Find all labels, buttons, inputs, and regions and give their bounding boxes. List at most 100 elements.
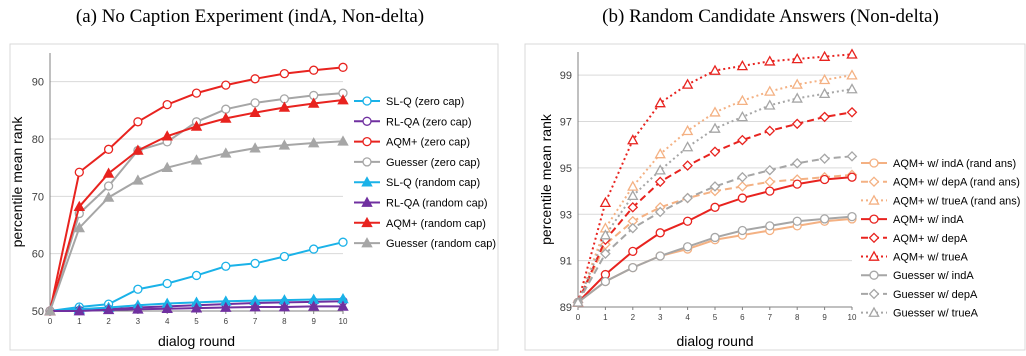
chart-a-series-aqm-zero-cap-point: [279, 68, 290, 79]
chart-b-series-aqm-w-truea-rand-ans-point: [791, 78, 803, 89]
chart-b-series-guesser-w-depa-point: [737, 171, 748, 183]
chart-b-series-aqm-w-truea-line: [577, 53, 853, 303]
chart-a-series-aqm-random-cap-point: [132, 144, 144, 155]
chart-a-series-sl-q-zero-cap-point: [279, 251, 290, 262]
chart-b-series-aqm-w-depa-point: [846, 106, 858, 118]
chart-b-series-guesser-w-depa-point: [682, 192, 693, 204]
chart-b-series-aqm-w-inda-point: [737, 193, 748, 203]
chart-b-series-aqm-w-depa-point: [819, 111, 830, 123]
chart-a-series-aqm-zero-cap-point: [191, 88, 202, 98]
chart-a-series-aqm-random-cap-point: [278, 101, 291, 112]
chart-b-y-tick-label: 95: [560, 163, 572, 175]
chart-a-series-sl-q-zero-cap-point: [162, 278, 172, 289]
chart-b-series-guesser-w-depa-legend-marker: [868, 288, 880, 300]
chart-a-series-guesser-random-cap-point: [132, 174, 144, 185]
chart-b-series-guesser-w-truea-point: [654, 164, 666, 175]
chart-b-series-aqm-w-depa-legend-marker: [868, 232, 880, 244]
chart-b-series-guesser-w-depa-point: [627, 222, 639, 234]
chart-a-x-axis-label: dialog round: [158, 333, 235, 349]
chart-b-series-guesser-w-truea-point: [627, 189, 639, 201]
chart-b-series-guesser-w-truea-point: [818, 87, 831, 99]
chart-b-series-guesser-w-inda-point: [628, 262, 638, 273]
chart-a-series-aqm-zero-cap-legend-label: AQM+ (zero cap): [386, 137, 470, 149]
chart-a-x-tick-label: 5: [194, 317, 199, 326]
chart-a-series-rl-qa-random-cap-point: [249, 301, 261, 312]
chart-b-series-guesser-w-truea-point: [736, 110, 749, 122]
chart-b-series-aqm-w-truea-point: [846, 48, 858, 59]
chart-b-series-guesser-w-depa-point: [764, 164, 776, 176]
chart-b-x-tick-label: 3: [658, 313, 663, 322]
chart-a-series-guesser-random-cap-point: [220, 147, 232, 158]
chart-b-series-guesser-w-inda-point: [792, 216, 802, 226]
chart-a-series-guesser-random-cap-point: [278, 139, 291, 150]
chart-b-x-tick-label: 0: [576, 313, 581, 322]
chart-a-y-axis-label: percentile mean rank: [9, 116, 25, 248]
chart-b-series-guesser-w-inda-point: [600, 276, 611, 287]
chart-a-x-tick-label: 8: [282, 317, 287, 326]
chart-b-series-aqm-w-inda-legend-label: AQM+ w/ indA: [893, 214, 964, 226]
chart-b-x-tick-label: 8: [795, 313, 800, 322]
chart-b-series-guesser-w-inda-point: [682, 242, 693, 252]
chart-a-series-sl-q-zero-cap-legend-label: SL-Q (zero cap): [386, 96, 464, 108]
chart-a-series-sl-q-zero-cap-point: [250, 258, 260, 269]
chart-b-series-guesser-w-inda-point: [710, 232, 720, 243]
chart-b-series-aqm-w-inda-legend-marker: [869, 214, 879, 224]
chart-b-series-aqm-w-truea-point: [599, 196, 612, 208]
chart-a-series-guesser-random-cap-point: [44, 305, 56, 316]
chart-b-series-aqm-w-truea-rand-ans-point: [654, 148, 666, 159]
chart-b-x-tick-label: 1: [603, 313, 608, 322]
chart-a-series-aqm-zero-cap-point: [103, 144, 114, 154]
chart-a-series-aqm-random-cap-point: [307, 97, 320, 108]
chart-a-series-rl-qa-random-cap-point: [220, 301, 232, 312]
chart-b-series-aqm-w-depa-point: [654, 176, 666, 188]
chart-b-series-aqm-w-inda-point: [682, 216, 693, 226]
chart-b-series-guesser-w-depa-legend-label: Guesser w/ depA: [893, 289, 978, 301]
chart-b-series-guesser-w-truea-point: [681, 141, 694, 152]
chart-a-series-guesser-zero-cap-legend-marker: [362, 157, 372, 167]
chart-b-series-aqm-w-inda-rand-ans-legend-label: AQM+ w/ indA (rand ans): [893, 158, 1016, 170]
chart-a-series-sl-q-zero-cap-point: [338, 237, 348, 247]
chart-b-series-guesser-w-depa-line: [577, 155, 853, 303]
chart-b-series-guesser-w-truea-legend-label: Guesser w/ trueA: [893, 308, 979, 320]
chart-b-frame: [524, 43, 1026, 351]
chart-a: (a) No Caption Experiment (indA, Non-del…: [0, 0, 500, 356]
chart-b-series-aqm-w-truea-rand-ans-point: [736, 94, 749, 106]
chart-b-series-aqm-w-inda-point: [819, 174, 830, 185]
chart-a-series-guesser-random-cap-legend-marker: [361, 237, 373, 248]
chart-b-x-tick-label: 10: [848, 313, 857, 322]
chart-a-series-sl-q-zero-cap-point: [191, 270, 202, 281]
chart-a-series-rl-qa-random-cap-point: [161, 302, 173, 314]
chart-b-x-tick-label: 5: [713, 313, 718, 322]
chart-a-series-rl-qa-random-cap-point: [307, 300, 320, 311]
chart-b-series-aqm-w-truea-point: [709, 64, 721, 75]
chart-b-series-aqm-w-depa-point: [627, 201, 639, 213]
chart-a-series-aqm-random-cap-point: [102, 167, 115, 178]
chart-a-series-aqm-random-cap-point: [249, 106, 261, 117]
chart-b-series-aqm-w-depa-point: [682, 160, 693, 171]
chart-b-series-aqm-w-truea-point: [818, 50, 831, 61]
chart-a-series-aqm-zero-cap-legend-marker: [362, 136, 372, 147]
chart-a-frame: [9, 43, 499, 351]
chart-b-series-aqm-w-depa-rand-ans-point: [764, 176, 776, 188]
chart-b-y-tick-label: 99: [560, 70, 572, 82]
chart-a-y-tick-label: 50: [32, 306, 44, 318]
chart-a-series-guesser-random-cap-point: [161, 161, 173, 172]
chart-a-series-aqm-random-cap-legend-label: AQM+ (random cap): [386, 218, 486, 230]
chart-a-y-tick-label: 80: [32, 134, 44, 146]
chart-b-series-aqm-w-inda-point: [765, 186, 775, 196]
chart-b-series-aqm-w-truea-point: [654, 97, 666, 108]
chart-a-y-tick-label: 70: [32, 191, 44, 203]
chart-b-series-guesser-w-depa-point: [654, 206, 666, 218]
chart-a-series-aqm-random-cap-point: [73, 200, 86, 211]
chart-a-series-rl-qa-zero-cap-legend-label: RL-QA (zero cap): [386, 116, 472, 128]
chart-b-title: (b) Random Candidate Answers (Non-delta): [602, 6, 939, 27]
chart-a-x-tick-label: 2: [106, 317, 111, 326]
chart-b-series-guesser-w-inda-line: [577, 215, 853, 304]
chart-b-series-guesser-w-depa-point: [846, 150, 858, 162]
chart-a-series-guesser-random-cap-point: [73, 221, 86, 233]
chart-a-series-rl-qa-random-cap-point: [132, 303, 144, 314]
chart-b-series-guesser-w-inda-point: [737, 225, 748, 236]
chart-a-series-aqm-zero-cap-point: [162, 99, 172, 110]
chart-b-series-aqm-w-truea-rand-ans-point: [709, 106, 721, 117]
